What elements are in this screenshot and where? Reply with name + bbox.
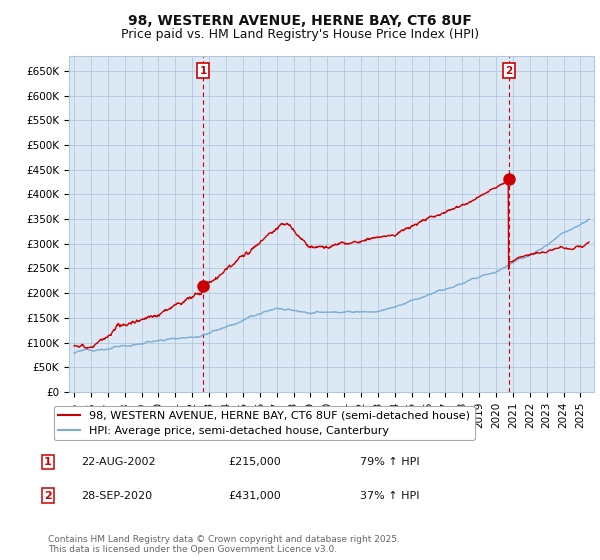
Text: Price paid vs. HM Land Registry's House Price Index (HPI): Price paid vs. HM Land Registry's House …	[121, 28, 479, 41]
Text: 2: 2	[44, 491, 52, 501]
Text: 1: 1	[200, 66, 207, 76]
Text: £215,000: £215,000	[228, 457, 281, 467]
Legend: 98, WESTERN AVENUE, HERNE BAY, CT6 8UF (semi-detached house), HPI: Average price: 98, WESTERN AVENUE, HERNE BAY, CT6 8UF (…	[53, 406, 475, 440]
Text: 2: 2	[505, 66, 512, 76]
Text: 37% ↑ HPI: 37% ↑ HPI	[360, 491, 419, 501]
Text: Contains HM Land Registry data © Crown copyright and database right 2025.
This d: Contains HM Land Registry data © Crown c…	[48, 535, 400, 554]
Text: 1: 1	[44, 457, 52, 467]
Text: 22-AUG-2002: 22-AUG-2002	[81, 457, 155, 467]
Text: 79% ↑ HPI: 79% ↑ HPI	[360, 457, 419, 467]
Text: £431,000: £431,000	[228, 491, 281, 501]
Text: 98, WESTERN AVENUE, HERNE BAY, CT6 8UF: 98, WESTERN AVENUE, HERNE BAY, CT6 8UF	[128, 14, 472, 28]
Text: 28-SEP-2020: 28-SEP-2020	[81, 491, 152, 501]
